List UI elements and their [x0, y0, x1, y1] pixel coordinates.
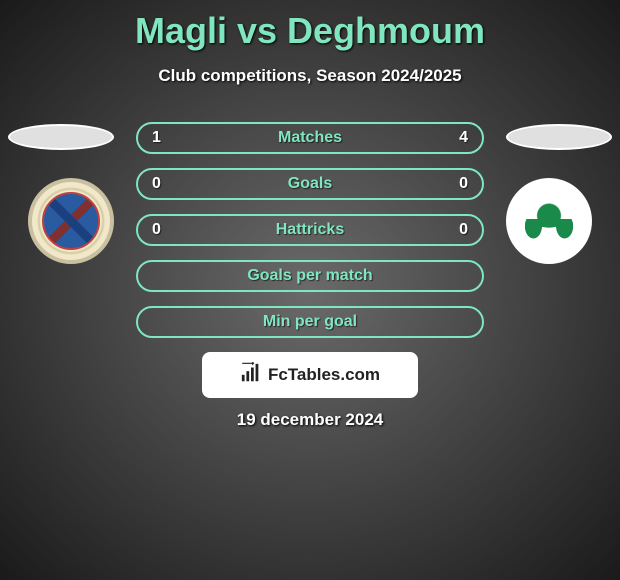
page-subtitle: Club competitions, Season 2024/2025 — [0, 66, 620, 86]
page-date: 19 december 2024 — [0, 410, 620, 430]
stat-value-right: 0 — [459, 175, 468, 193]
bar-chart-icon — [240, 362, 262, 389]
stat-label: Matches — [278, 129, 342, 147]
player-silhouette-icon — [8, 124, 114, 150]
al-masry-badge-icon — [506, 178, 592, 264]
player-silhouette-icon — [506, 124, 612, 150]
table-row: Min per goal — [136, 306, 484, 338]
watermark-text: FcTables.com — [268, 365, 380, 385]
stats-table: 1 Matches 4 0 Goals 0 0 Hattricks 0 Goal… — [136, 122, 484, 338]
stat-value-right: 0 — [459, 221, 468, 239]
stat-label: Goals per match — [247, 267, 372, 285]
stat-value-left: 0 — [152, 175, 161, 193]
stat-label: Hattricks — [276, 221, 344, 239]
table-row: 1 Matches 4 — [136, 122, 484, 154]
stat-value-left: 0 — [152, 221, 161, 239]
stat-value-right: 4 — [459, 129, 468, 147]
stat-label: Min per goal — [263, 313, 357, 331]
watermark-badge: FcTables.com — [202, 352, 418, 398]
haras-el-hodood-badge-icon — [28, 178, 114, 264]
table-row: Goals per match — [136, 260, 484, 292]
table-row: 0 Goals 0 — [136, 168, 484, 200]
stat-label: Goals — [288, 175, 332, 193]
table-row: 0 Hattricks 0 — [136, 214, 484, 246]
stat-value-left: 1 — [152, 129, 161, 147]
page-title: Magli vs Deghmoum — [0, 0, 620, 52]
